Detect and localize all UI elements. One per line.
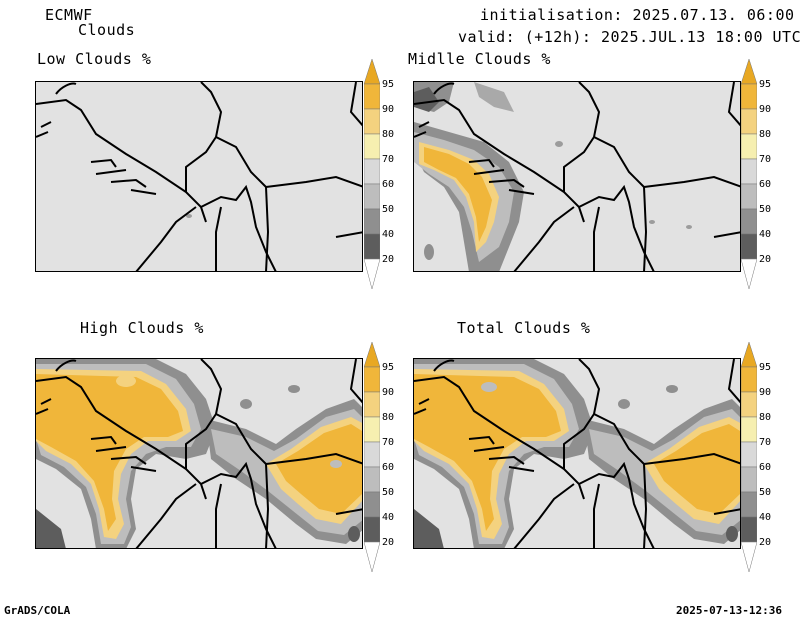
model-label: ECMWF — [45, 6, 93, 24]
colorbar-low-tick-20: 20 — [382, 254, 395, 265]
colorbar-low-tick-50: 50 — [382, 204, 395, 215]
colorbar-total-tick-95: 95 — [759, 362, 772, 373]
colorbar-high — [363, 341, 381, 574]
coastline-borders — [414, 82, 740, 271]
map-panel-low-clouds — [35, 81, 363, 272]
colorbar-total-tick-40: 40 — [759, 512, 772, 523]
colorbar-middle-tick-40: 40 — [759, 229, 772, 240]
panel-title-total: Total Clouds % — [457, 319, 591, 337]
panel-title-middle: Midlle Clouds % — [408, 50, 551, 68]
colorbar-total-tick-20: 20 — [759, 537, 772, 548]
coastline-borders — [36, 359, 362, 548]
cloud-patch — [186, 214, 192, 218]
valid-time-label: valid: (+12h): 2025.JUL.13 18:00 UTC — [458, 28, 800, 46]
colorbar-low-tick-40: 40 — [382, 229, 395, 240]
colorbar-middle-tick-50: 50 — [759, 204, 772, 215]
colorbar-middle-tick-60: 60 — [759, 179, 772, 190]
colorbar-total-tick-90: 90 — [759, 387, 772, 398]
product-label: Clouds — [78, 21, 136, 39]
colorbar-low-tick-80: 80 — [382, 129, 395, 140]
colorbar-middle — [740, 58, 758, 291]
coastline-borders — [414, 359, 740, 548]
colorbar-total-tick-70: 70 — [759, 437, 772, 448]
colorbar-middle-tick-80: 80 — [759, 129, 772, 140]
colorbar-high-tick-40: 40 — [382, 512, 395, 523]
map-panel-high-clouds — [35, 358, 363, 549]
colorbar-total-tick-80: 80 — [759, 412, 772, 423]
footer-software-label: GrADS/COLA — [4, 604, 71, 617]
map-panel-middle-clouds — [413, 81, 741, 272]
colorbar-middle-tick-90: 90 — [759, 104, 772, 115]
colorbar-total-tick-50: 50 — [759, 487, 772, 498]
colorbar-high-tick-70: 70 — [382, 437, 395, 448]
colorbar-low-tick-70: 70 — [382, 154, 395, 165]
colorbar-high-tick-60: 60 — [382, 462, 395, 473]
colorbar-high-tick-80: 80 — [382, 412, 395, 423]
colorbar-high-tick-50: 50 — [382, 487, 395, 498]
colorbar-total-tick-60: 60 — [759, 462, 772, 473]
map-panel-total-clouds — [413, 358, 741, 549]
cloud-field — [414, 359, 740, 548]
coastline-borders — [36, 82, 362, 271]
cloud-field — [414, 82, 692, 271]
colorbar-low-tick-60: 60 — [382, 179, 395, 190]
cloud-field — [36, 359, 362, 548]
colorbar-low — [363, 58, 381, 291]
colorbar-low-tick-95: 95 — [382, 79, 395, 90]
init-time-label: initialisation: 2025.07.13. 06:00 UTC — [480, 6, 800, 24]
colorbar-low-tick-90: 90 — [382, 104, 395, 115]
colorbar-total — [740, 341, 758, 574]
colorbar-high-tick-95: 95 — [382, 362, 395, 373]
colorbar-high-tick-90: 90 — [382, 387, 395, 398]
colorbar-middle-tick-95: 95 — [759, 79, 772, 90]
panel-title-high: High Clouds % — [80, 319, 204, 337]
footer-timestamp: 2025-07-13-12:36 — [676, 604, 782, 617]
colorbar-high-tick-20: 20 — [382, 537, 395, 548]
panel-title-low: Low Clouds % — [37, 50, 152, 68]
colorbar-middle-tick-20: 20 — [759, 254, 772, 265]
colorbar-middle-tick-70: 70 — [759, 154, 772, 165]
